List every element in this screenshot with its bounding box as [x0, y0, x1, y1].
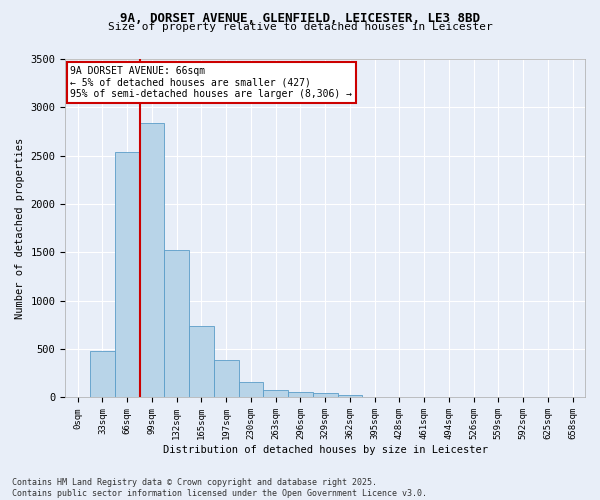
Bar: [164, 250, 189, 398]
Text: Contains HM Land Registry data © Crown copyright and database right 2025.
Contai: Contains HM Land Registry data © Crown c…: [12, 478, 427, 498]
Text: 9A DORSET AVENUE: 66sqm
← 5% of detached houses are smaller (427)
95% of semi-de: 9A DORSET AVENUE: 66sqm ← 5% of detached…: [70, 66, 352, 99]
Bar: [338, 394, 362, 398]
Bar: [214, 360, 239, 398]
Bar: [263, 390, 288, 398]
Bar: [239, 382, 263, 398]
Bar: [313, 393, 338, 398]
Y-axis label: Number of detached properties: Number of detached properties: [15, 138, 25, 319]
X-axis label: Distribution of detached houses by size in Leicester: Distribution of detached houses by size …: [163, 445, 488, 455]
Text: Size of property relative to detached houses in Leicester: Size of property relative to detached ho…: [107, 22, 493, 32]
Bar: [140, 123, 164, 398]
Bar: [65, 396, 90, 398]
Bar: [288, 392, 313, 398]
Bar: [90, 351, 115, 398]
Bar: [115, 152, 140, 398]
Text: 9A, DORSET AVENUE, GLENFIELD, LEICESTER, LE3 8BD: 9A, DORSET AVENUE, GLENFIELD, LEICESTER,…: [120, 12, 480, 26]
Bar: [189, 326, 214, 398]
